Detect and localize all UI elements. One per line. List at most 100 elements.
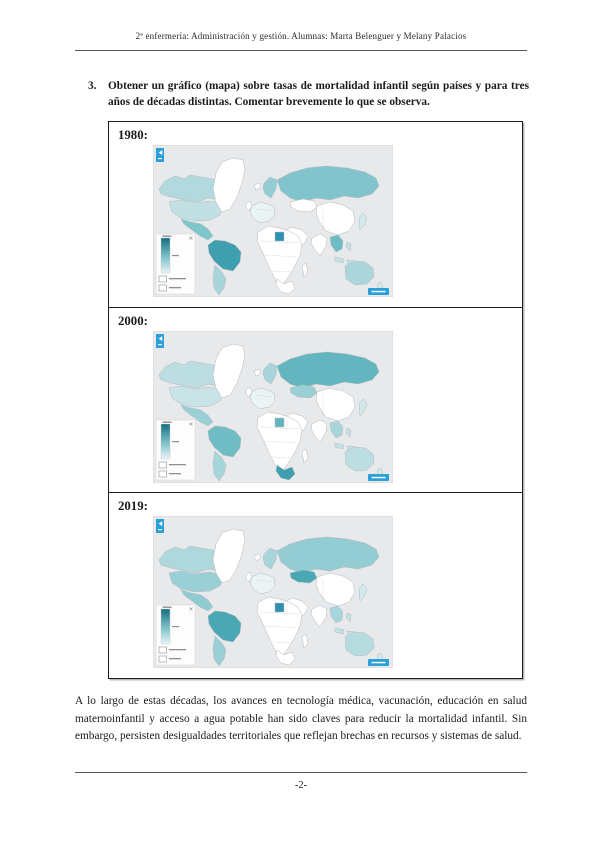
region-india bbox=[310, 605, 328, 628]
legend-gradient-bar bbox=[160, 423, 171, 459]
legend-checkbox-label-line bbox=[169, 278, 186, 280]
legend-close-icon[interactable] bbox=[189, 421, 193, 426]
legend-close-icon[interactable] bbox=[189, 607, 193, 612]
region-japan bbox=[358, 398, 368, 416]
badge-text-line bbox=[371, 290, 386, 293]
map-toolbar-icon[interactable] bbox=[156, 333, 164, 348]
region-south-america-south bbox=[212, 264, 227, 296]
region-south-america-south bbox=[212, 450, 227, 481]
legend-checkbox-label-line bbox=[169, 287, 181, 289]
region-australia bbox=[344, 446, 375, 471]
legend-max-label bbox=[162, 235, 172, 237]
region-united-kingdom bbox=[245, 386, 253, 397]
map-year-badge[interactable] bbox=[368, 473, 389, 481]
region-iceland bbox=[253, 368, 262, 376]
region-australia bbox=[344, 260, 375, 286]
country-borders-texture bbox=[256, 394, 324, 458]
region-madagascar bbox=[301, 634, 309, 649]
region-japan bbox=[358, 584, 368, 602]
legend-checkbox-null[interactable] bbox=[158, 646, 186, 654]
region-south-america-south bbox=[212, 636, 227, 667]
region-madagascar bbox=[301, 448, 309, 463]
map-year-label: 2000: bbox=[118, 313, 148, 328]
map-row-2019: 2019: bbox=[109, 493, 522, 678]
toolbar-dash bbox=[158, 158, 162, 160]
region-mexico-central-america bbox=[180, 404, 214, 426]
legend-close-icon[interactable] bbox=[189, 236, 193, 240]
region-philippines bbox=[345, 613, 352, 623]
region-europe bbox=[249, 201, 276, 224]
region-philippines bbox=[345, 241, 352, 252]
badge-text-line bbox=[371, 662, 386, 664]
legend-gradient-bar bbox=[160, 237, 171, 274]
question-item: 3. Obtener un gráfico (mapa) sobre tasas… bbox=[88, 79, 529, 110]
legend-max-label bbox=[162, 606, 172, 609]
region-mexico-central-america bbox=[180, 218, 214, 241]
toolbar-dash bbox=[158, 529, 162, 531]
region-south-america-north bbox=[207, 425, 242, 457]
region-iceland bbox=[253, 182, 262, 191]
map-year-badge[interactable] bbox=[368, 659, 389, 667]
map-year-label: 1980: bbox=[118, 128, 148, 142]
region-south-africa bbox=[275, 278, 296, 295]
map-row-1980: 1980: bbox=[109, 122, 522, 308]
question-number: 3. bbox=[88, 80, 97, 92]
map-year-label: 2019: bbox=[118, 499, 148, 514]
region-greenland bbox=[212, 157, 246, 213]
legend-max-label bbox=[162, 421, 172, 423]
back-arrow-icon bbox=[158, 150, 163, 155]
page-number: -2- bbox=[294, 780, 308, 791]
back-arrow-icon bbox=[158, 521, 163, 527]
map-frame-2019 bbox=[153, 516, 393, 669]
region-europe bbox=[249, 573, 276, 595]
map-legend bbox=[155, 419, 196, 480]
legend-checkbox-label-line bbox=[169, 658, 181, 660]
toolbar-dash bbox=[158, 343, 162, 345]
region-central-asia bbox=[289, 198, 318, 213]
region-egypt bbox=[274, 603, 285, 613]
region-greenland bbox=[212, 529, 246, 584]
region-scandinavia bbox=[262, 548, 278, 570]
map-frame-2000 bbox=[153, 330, 393, 483]
region-europe bbox=[249, 387, 276, 409]
region-scandinavia bbox=[262, 176, 278, 199]
back-arrow-icon bbox=[158, 335, 163, 341]
region-iceland bbox=[253, 554, 262, 562]
region-central-asia bbox=[289, 384, 318, 398]
map-year-badge[interactable] bbox=[368, 288, 389, 295]
legend-checkbox-nodata[interactable] bbox=[158, 655, 181, 663]
legend-checkbox-nodata[interactable] bbox=[158, 470, 181, 478]
header-divider bbox=[75, 50, 527, 51]
region-greenland bbox=[212, 343, 246, 398]
maps-box: 1980: bbox=[108, 121, 523, 679]
legend-checkbox-label-line bbox=[169, 472, 181, 474]
world-map bbox=[153, 516, 393, 669]
map-toolbar-icon[interactable] bbox=[156, 148, 164, 162]
region-southeast-asia bbox=[329, 420, 344, 438]
region-madagascar bbox=[301, 262, 309, 278]
map-toolbar-icon[interactable] bbox=[156, 519, 164, 534]
region-philippines bbox=[345, 427, 352, 437]
footer-divider bbox=[75, 772, 527, 773]
legend-checkbox-null[interactable] bbox=[158, 461, 186, 469]
legend-checkbox-null[interactable] bbox=[158, 275, 186, 283]
region-egypt bbox=[274, 231, 285, 242]
legend-checkbox-nodata[interactable] bbox=[158, 284, 181, 292]
legend-mid-label bbox=[172, 440, 179, 442]
region-china bbox=[315, 201, 356, 236]
region-scandinavia bbox=[262, 362, 278, 384]
region-egypt bbox=[274, 417, 285, 427]
region-china bbox=[315, 387, 356, 421]
region-united-kingdom bbox=[245, 200, 253, 212]
region-united-kingdom bbox=[245, 572, 253, 583]
comment-paragraph: A lo largo de estas décadas, los avances… bbox=[75, 695, 527, 743]
legend-gradient-bar bbox=[160, 609, 171, 645]
legend-mid-label bbox=[172, 626, 179, 628]
country-borders-texture bbox=[256, 580, 324, 644]
legend-checkbox-label-line bbox=[169, 649, 186, 651]
region-south-america-north bbox=[207, 239, 242, 272]
region-china bbox=[315, 573, 356, 607]
region-southeast-asia bbox=[329, 606, 344, 624]
legend-mid-label bbox=[172, 255, 179, 257]
